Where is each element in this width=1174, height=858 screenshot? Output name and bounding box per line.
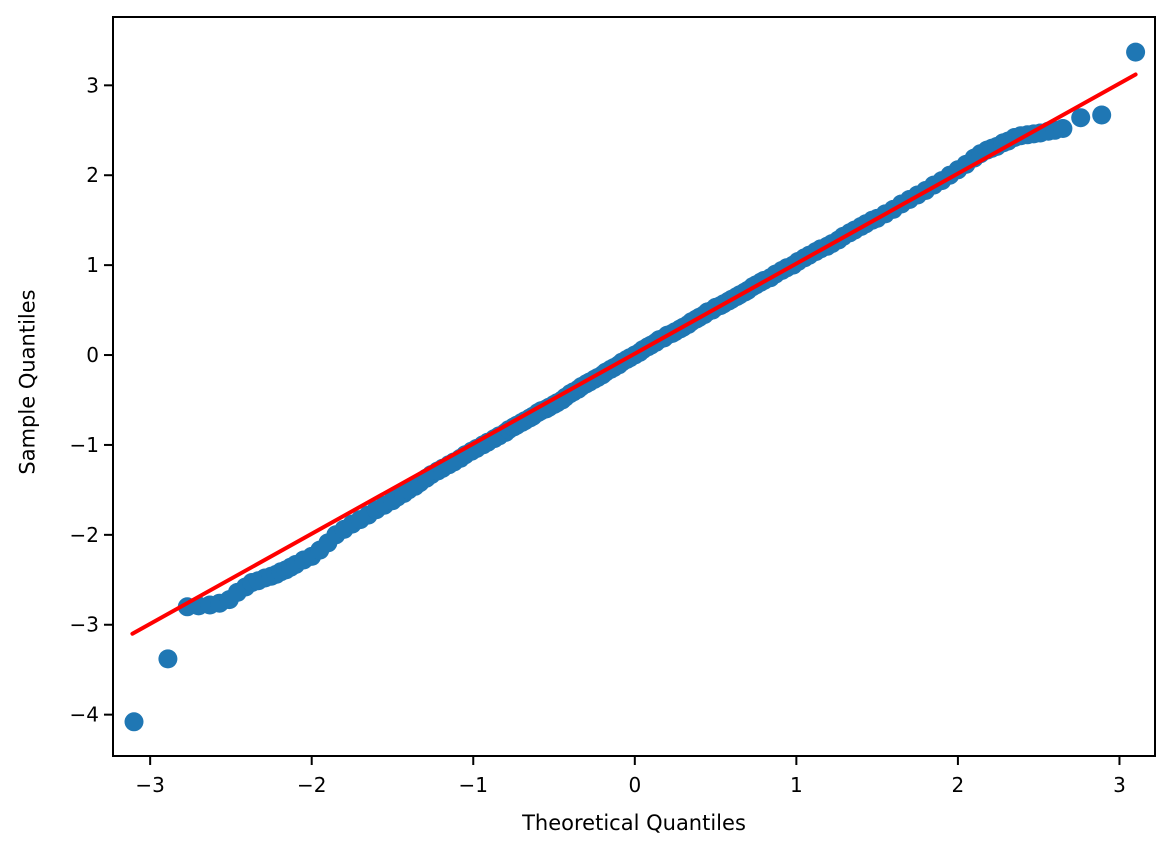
x-tick-label: −3 — [135, 773, 164, 797]
y-tick-label: 0 — [86, 343, 99, 367]
y-tick-label: −3 — [70, 613, 99, 637]
scatter-point — [158, 649, 178, 669]
x-tick-label: 3 — [1113, 773, 1126, 797]
x-tick-label: 1 — [790, 773, 803, 797]
scatter-point — [1071, 108, 1091, 128]
scatter-point — [124, 712, 144, 732]
y-tick-label: 3 — [86, 73, 99, 97]
y-tick-label: −4 — [70, 703, 99, 727]
x-tick-label: 2 — [952, 773, 965, 797]
y-tick-label: −2 — [70, 523, 99, 547]
x-tick-label: −2 — [297, 773, 326, 797]
y-tick-label: 2 — [86, 163, 99, 187]
x-tick-label: −1 — [459, 773, 488, 797]
scatter-point — [1126, 42, 1146, 62]
scatter-point — [1053, 119, 1073, 138]
x-tick-label: 0 — [628, 773, 641, 797]
scatter-point — [1092, 105, 1112, 125]
y-tick-label: 1 — [86, 253, 99, 277]
y-axis-label: Sample Quantiles — [15, 289, 40, 475]
reference-line — [130, 72, 1138, 636]
y-tick-label: −1 — [70, 433, 99, 457]
x-axis-label: Theoretical Quantiles — [522, 811, 746, 835]
plot-border — [112, 16, 1156, 757]
